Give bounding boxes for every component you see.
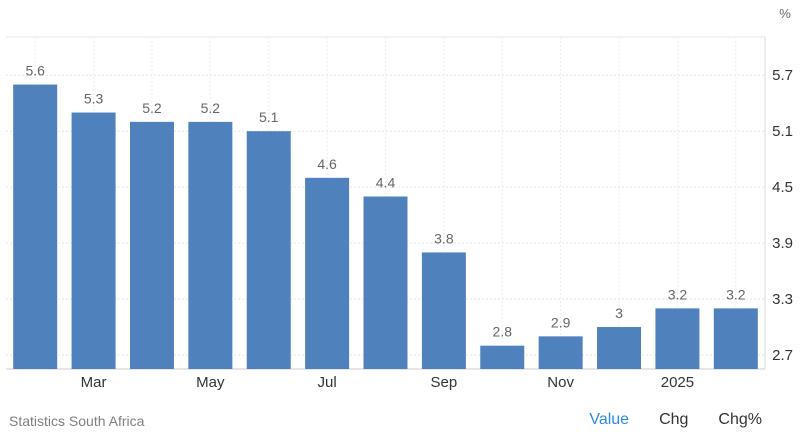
bar-dec-10[interactable]	[597, 327, 642, 369]
bar-2025-11[interactable]	[655, 308, 700, 369]
y-tick-label: 3.9	[772, 235, 793, 252]
y-tick-label: 5.1	[772, 123, 793, 140]
y-axis-ticks: 5.7 5.1 4.5 3.9 3.3 2.7	[772, 67, 793, 364]
bar-data-label: 3.2	[668, 286, 688, 302]
x-tick-label: Mar	[81, 374, 107, 391]
bar-feb-0[interactable]	[13, 84, 58, 369]
y-axis-unit-label: %	[779, 6, 791, 21]
bar-layer	[13, 84, 758, 369]
tab-value[interactable]: Value	[589, 411, 630, 428]
x-tick-label: Jul	[318, 374, 337, 391]
data-label-layer: 5.6 5.3 5.2 5.2 5.1 4.6 4.4 3.8 2.8 2.9 3 3.2 3.2	[25, 63, 745, 340]
x-tick-label: Nov	[547, 374, 574, 391]
x-tick-label: Sep	[431, 374, 458, 391]
bar-data-label: 3	[615, 305, 623, 321]
x-tick-label: 2025	[661, 374, 694, 391]
y-tick-label: 4.5	[772, 179, 793, 196]
bar-jun-4[interactable]	[246, 131, 291, 369]
source-label: Statistics South Africa	[9, 413, 145, 429]
bar-apr-2[interactable]	[129, 121, 174, 369]
bar-aug-6[interactable]	[363, 196, 408, 369]
x-tick-label: May	[196, 374, 225, 391]
bar-oct-8[interactable]	[480, 345, 525, 369]
bar-may-3[interactable]	[188, 121, 233, 369]
bar-data-label: 3.2	[726, 286, 746, 302]
bar-data-label: 5.3	[84, 91, 104, 107]
bar-nov-9[interactable]	[538, 336, 583, 369]
bar-jul-5[interactable]	[305, 177, 350, 369]
bar-data-label: 5.2	[201, 100, 221, 116]
bar-mar-1[interactable]	[71, 112, 116, 369]
bar-data-label: 4.6	[317, 156, 337, 172]
y-tick-label: 2.7	[772, 347, 793, 364]
y-tick-label: 5.7	[772, 67, 793, 84]
bar-data-label: 5.2	[142, 100, 162, 116]
tab-chg[interactable]: Chg	[659, 411, 689, 428]
bar-data-label: 2.9	[551, 314, 571, 330]
y-tick-label: 3.3	[772, 291, 793, 308]
tab-chg-percent[interactable]: Chg%	[718, 411, 762, 428]
chart-footer: Statistics South Africa Value Chg Chg%	[0, 405, 800, 439]
inflation-bar-chart: 5.6 5.3 5.2 5.2 5.1 4.6 4.4 3.8 2.8 2.9 3 3.2 3.2 Ma…	[6, 6, 793, 391]
bar-data-label: 2.8	[493, 324, 513, 340]
view-tabs: Value Chg Chg%	[559, 411, 762, 429]
bar-data-label: 5.1	[259, 109, 279, 125]
bar-data-label: 5.6	[25, 63, 45, 79]
x-axis-ticks: Mar May Jul Sep Nov 2025	[81, 374, 694, 391]
bar-feb-12[interactable]	[713, 308, 758, 369]
bar-data-label: 3.8	[434, 230, 454, 246]
bar-data-label: 4.4	[376, 174, 396, 190]
bar-sep-7[interactable]	[421, 252, 466, 369]
